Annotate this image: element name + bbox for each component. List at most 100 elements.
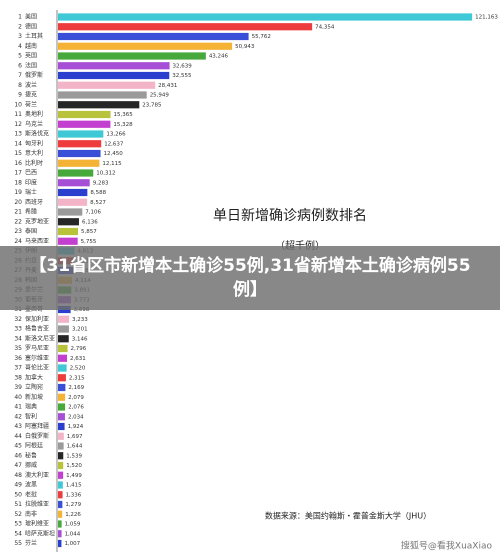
- y-tick-label: 意大利: [25, 149, 43, 157]
- value-label: 5,755: [81, 239, 97, 245]
- value-label: 3,233: [72, 317, 88, 323]
- rank-label: 40: [14, 394, 22, 401]
- value-label: 2,631: [70, 356, 86, 362]
- bar: [58, 91, 147, 99]
- value-label: 8,527: [90, 200, 106, 206]
- rank-label: 16: [14, 160, 22, 167]
- rank-label: 21: [14, 209, 22, 216]
- value-label: 1,226: [65, 512, 81, 518]
- banner-bg: [0, 246, 500, 310]
- y-tick-label: 阿根廷: [25, 442, 43, 450]
- rank-label: 43: [14, 423, 22, 430]
- value-label: 12,450: [104, 151, 124, 157]
- value-label: 1,415: [66, 483, 82, 489]
- bar: [58, 413, 65, 421]
- value-label: 74,354: [315, 24, 335, 30]
- rank-label: 39: [14, 384, 22, 391]
- bar: [58, 315, 70, 323]
- y-tick-label: 比利时: [25, 159, 43, 167]
- rank-label: 44: [14, 433, 22, 440]
- value-label: 2,315: [69, 375, 85, 381]
- rank-label: 49: [14, 482, 22, 489]
- y-tick-label: 奥地利: [25, 110, 43, 118]
- y-tick-label: 澳大利亚: [25, 471, 49, 479]
- rank-label: 53: [14, 521, 22, 528]
- bar: [58, 481, 63, 489]
- y-tick-label: 土耳其: [25, 32, 43, 40]
- y-tick-label: 波黑: [25, 481, 37, 489]
- y-tick-label: 克罗地亚: [25, 217, 49, 225]
- value-label: 32,555: [172, 73, 192, 79]
- value-label: 1,539: [66, 453, 82, 459]
- rank-label: 6: [18, 62, 22, 69]
- bar: [58, 374, 66, 382]
- rank-label: 46: [14, 452, 22, 459]
- y-tick-label: 玻利维亚: [25, 520, 49, 528]
- value-label: 6,136: [82, 219, 98, 225]
- bar: [58, 52, 206, 60]
- rank-label: 42: [14, 413, 22, 420]
- rank-label: 23: [14, 228, 22, 235]
- bar: [58, 530, 62, 538]
- y-tick-label: 捷克: [25, 91, 37, 99]
- source: 数据来源：美国约翰斯・霍普金斯大学（JHU）: [265, 511, 431, 521]
- bar: [58, 442, 64, 450]
- rank-label: 19: [14, 189, 22, 196]
- rank-label: 8: [18, 82, 22, 89]
- y-tick-label: 匈牙利: [25, 139, 43, 147]
- rank-label: 45: [14, 443, 22, 450]
- rank-label: 47: [14, 462, 22, 469]
- bar: [58, 159, 100, 167]
- bar: [58, 364, 67, 372]
- value-label: 2,796: [71, 346, 87, 352]
- value-label: 1,924: [68, 424, 84, 430]
- rank-label: 33: [14, 326, 22, 333]
- y-tick-label: 新加坡: [25, 393, 43, 401]
- rank-label: 35: [14, 345, 22, 352]
- rank-label: 48: [14, 472, 22, 479]
- bar: [58, 198, 88, 206]
- rank-label: 34: [14, 335, 22, 342]
- bar: [58, 227, 79, 236]
- y-tick-label: 斯洛伐克: [25, 130, 49, 138]
- value-label: 3,146: [72, 336, 88, 342]
- bar: [58, 110, 111, 119]
- y-tick-label: 白俄罗斯: [25, 432, 49, 440]
- value-label: 12,637: [104, 141, 124, 147]
- bar: [58, 208, 83, 216]
- value-label: 9,283: [93, 180, 109, 186]
- y-tick-label: 法国: [25, 61, 37, 69]
- bar: [58, 140, 102, 148]
- bar: [58, 130, 104, 138]
- rank-label: 24: [14, 238, 22, 245]
- y-tick-label: 智利: [25, 412, 37, 420]
- banner: 【31省区市新增本土确诊55例,31省新增本土确诊病例55例】: [29, 256, 470, 300]
- y-tick-label: 瑞典: [25, 403, 37, 411]
- value-label: 1,044: [65, 531, 81, 537]
- bar: [58, 169, 94, 177]
- bar: [58, 23, 313, 31]
- y-tick-label: 哈萨克斯坦: [25, 529, 55, 537]
- bar: [58, 471, 64, 479]
- y-tick-label: 芬兰: [25, 539, 37, 547]
- bar: [58, 101, 140, 109]
- bar: [58, 461, 64, 470]
- value-label: 32,639: [173, 63, 193, 69]
- y-tick-label: 加拿大: [25, 373, 43, 381]
- value-label: 1,499: [66, 473, 82, 479]
- rank-label: 7: [18, 72, 22, 79]
- value-label: 7,106: [85, 210, 101, 216]
- bar: [58, 403, 66, 411]
- bar: [58, 539, 62, 548]
- value-label: 2,034: [68, 414, 84, 420]
- rank-label: 10: [14, 101, 22, 108]
- bar: [58, 422, 65, 431]
- rank-label: 18: [14, 179, 22, 186]
- value-label: 1,697: [67, 434, 83, 440]
- rank-label: 38: [14, 374, 22, 381]
- rank-label: 14: [14, 140, 22, 147]
- y-tick-label: 波兰: [25, 81, 37, 89]
- value-label: 28,431: [158, 83, 177, 89]
- y-tick-label: 美国: [25, 13, 37, 21]
